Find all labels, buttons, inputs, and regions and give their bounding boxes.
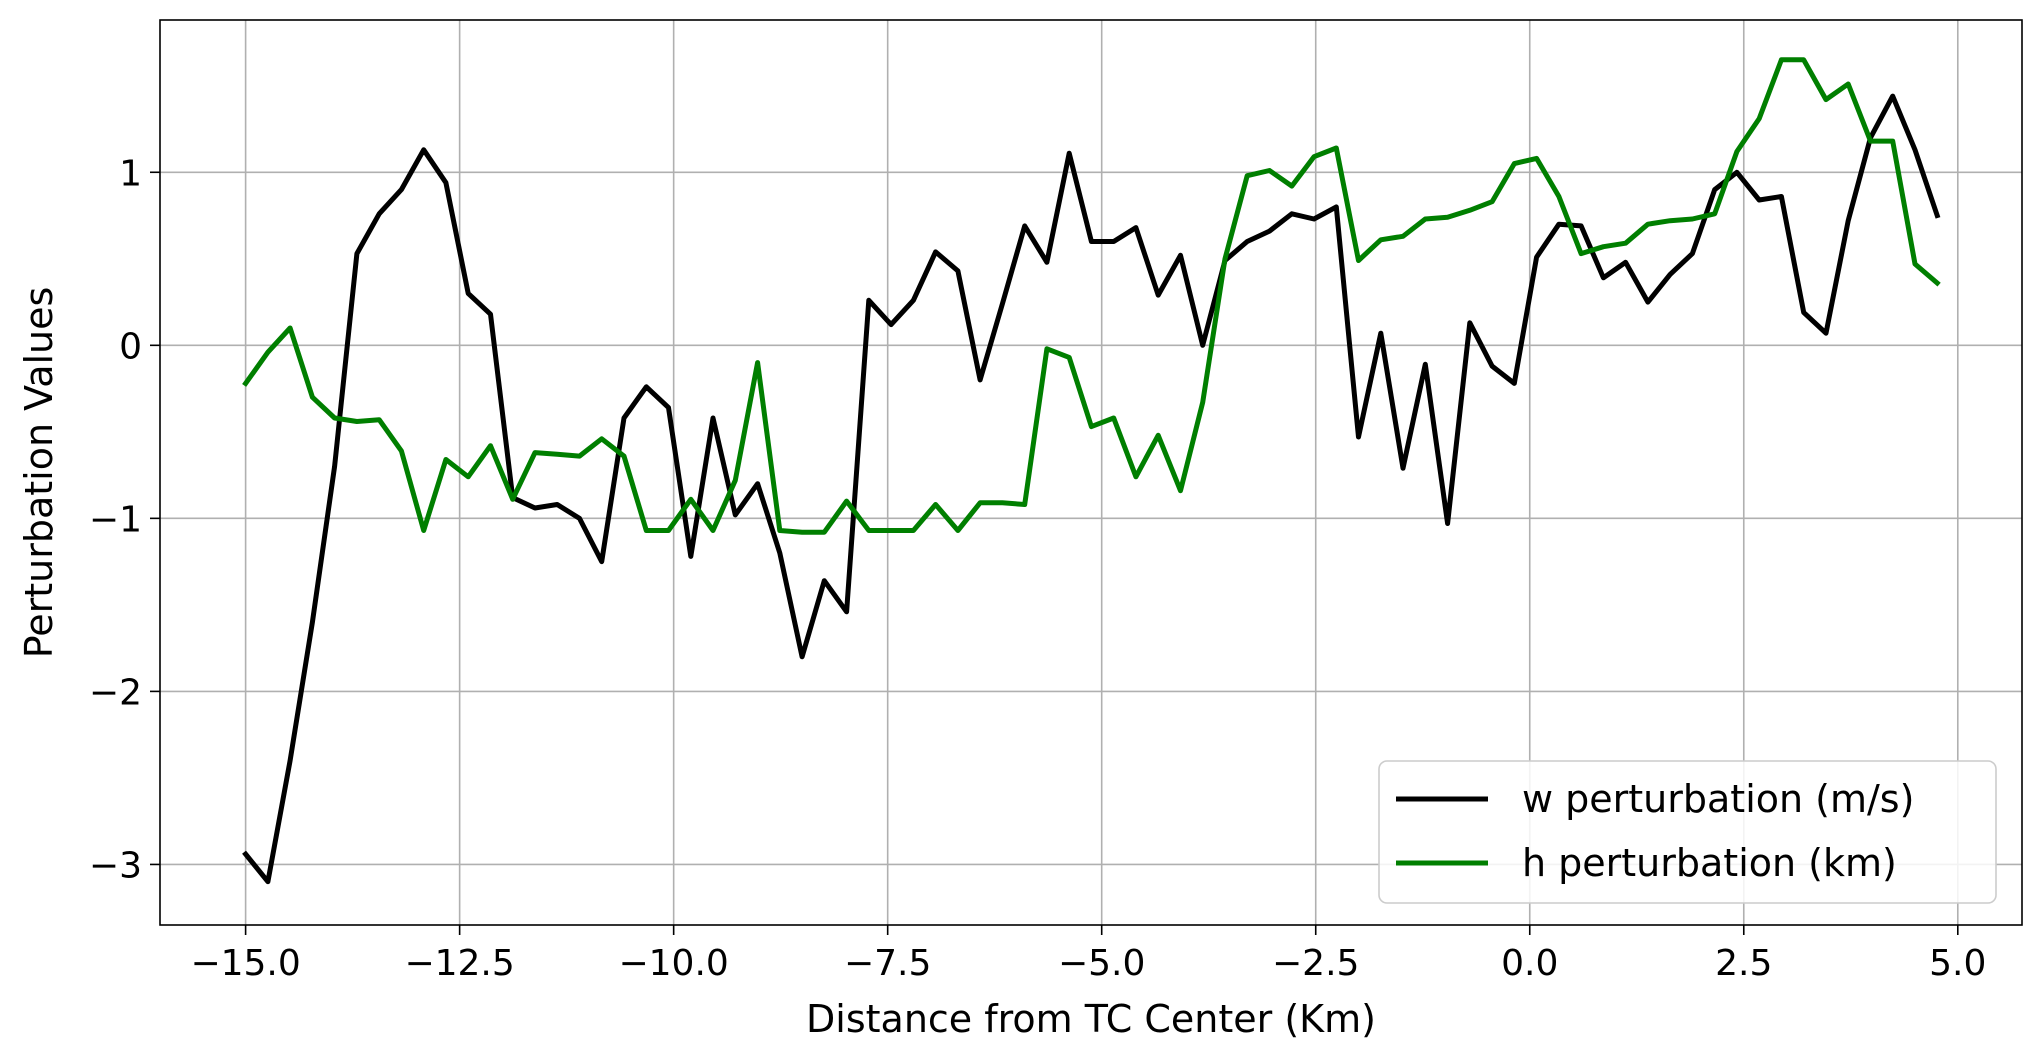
legend-label: w perturbation (m/s) <box>1522 777 1914 821</box>
series-lines <box>242 57 1941 885</box>
x-tick-label: −2.5 <box>1272 943 1359 984</box>
x-axis-ticks: −15.0 −12.5 −10.0 −7.5 −5.0 −2.5 0.0 2.5 5.0 <box>190 925 1986 984</box>
y-tick-label: 0 <box>119 326 142 367</box>
series-line-h-perturbation <box>242 57 1941 535</box>
x-gridlines <box>244 20 1959 925</box>
legend-box <box>1378 760 1997 904</box>
x-tick-label: −15.0 <box>190 943 300 984</box>
x-tick-label: −7.5 <box>844 943 931 984</box>
x-tick-label: −10.0 <box>618 943 728 984</box>
x-tick-label: 0.0 <box>1501 943 1558 984</box>
y-tick-label: −2 <box>89 672 142 713</box>
x-axis-title: Distance from TC Center (Km) <box>806 997 1376 1041</box>
x-tick-label: −5.0 <box>1058 943 1145 984</box>
x-tick-label: 5.0 <box>1929 943 1986 984</box>
y-tick-label: 1 <box>119 153 142 194</box>
y-tick-label: −1 <box>89 499 142 540</box>
y-axis-title: Perturbation Values <box>17 287 61 659</box>
plot-frame <box>159 19 2023 926</box>
y-axis-ticks: −3 −2 −1 0 1 <box>89 153 160 886</box>
x-tick-label: −12.5 <box>404 943 514 984</box>
y-tick-label: −3 <box>89 845 142 886</box>
legend-label: h perturbation (km) <box>1522 841 1897 885</box>
series-line-w-perturbation <box>242 93 1941 885</box>
x-tick-label: 2.5 <box>1715 943 1772 984</box>
legend: w perturbation (m/s) h perturbation (km) <box>1378 760 1997 904</box>
